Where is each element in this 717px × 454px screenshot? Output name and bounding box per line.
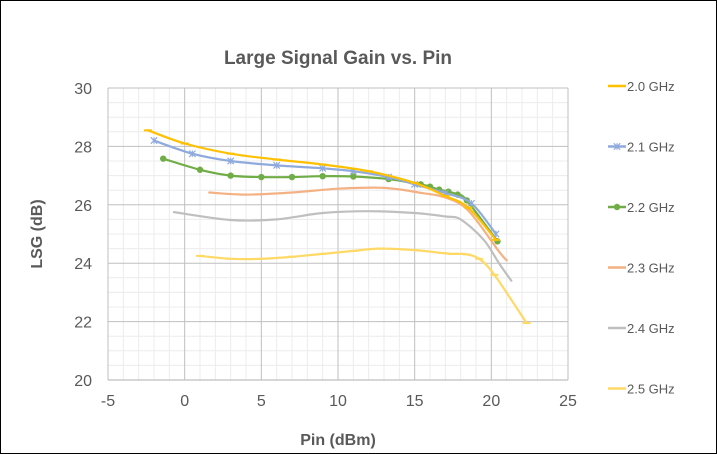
- data-point: [227, 172, 234, 179]
- data-point: [160, 155, 167, 162]
- y-tick-label: 20: [74, 373, 92, 390]
- data-point: [288, 173, 296, 181]
- x-axis-label: Pin (dBm): [300, 432, 376, 449]
- data-point: [227, 157, 235, 165]
- y-tick-label: 30: [74, 81, 92, 98]
- legend-item: 2.1 GHz: [608, 140, 675, 155]
- x-tick-label: 10: [329, 393, 347, 410]
- legend-label: 2.3 GHz: [627, 261, 675, 276]
- x-tick-label: -5: [101, 393, 115, 410]
- legend-label: 2.5 GHz: [627, 382, 675, 397]
- x-tick-label: 0: [180, 393, 189, 410]
- legend-item: 2.3 GHz: [608, 261, 675, 276]
- y-tick-label: 24: [74, 256, 92, 273]
- y-tick-label: 26: [74, 198, 92, 215]
- series-2-1-ghz: [150, 136, 500, 238]
- data-point: [613, 142, 621, 151]
- series-line: [146, 129, 497, 241]
- legend-label: 2.0 GHz: [627, 79, 675, 94]
- legend-item: 2.0 GHz: [608, 79, 675, 94]
- series-2-3-ghz: [208, 186, 508, 262]
- y-tick-label: 28: [74, 139, 92, 156]
- legend: 2.0 GHz 2.1 GHz 2.2 GHz 2.3 GHz 2.4 GHz 2.5 G…: [608, 79, 675, 397]
- y-axis-label: LSG (dB): [29, 199, 46, 268]
- legend-item: 2.5 GHz: [608, 382, 675, 397]
- series-2-4-ghz: [172, 210, 513, 282]
- grid: [107, 87, 569, 381]
- series-2-5-ghz: [196, 247, 531, 325]
- legend-label: 2.1 GHz: [627, 140, 675, 155]
- legend-item: 2.4 GHz: [608, 321, 675, 336]
- legend-item: 2.2 GHz: [608, 200, 675, 215]
- data-point: [613, 203, 621, 211]
- data-point: [467, 199, 476, 207]
- series-line: [208, 186, 508, 262]
- data-point: [273, 161, 281, 170]
- data-point: [319, 172, 326, 180]
- data-point: [350, 173, 357, 180]
- series-2-0-ghz: [143, 129, 500, 241]
- x-tick-label: 20: [482, 393, 500, 410]
- chart-title: Large Signal Gain vs. Pin: [224, 48, 452, 69]
- x-tick-label: 15: [406, 393, 424, 410]
- legend-label: 2.4 GHz: [627, 321, 675, 336]
- series-line: [172, 210, 513, 282]
- data-point: [150, 136, 158, 145]
- series-line: [162, 157, 499, 243]
- x-tick-label: 25: [559, 393, 577, 410]
- data-point: [319, 164, 327, 172]
- tick-labels: -5 0 5 10 15 20 25 20 22 24 26 28 30: [74, 81, 577, 410]
- legend-label: 2.2 GHz: [627, 200, 675, 215]
- data-point: [196, 166, 204, 173]
- y-tick-label: 22: [74, 315, 92, 332]
- x-tick-label: 5: [257, 393, 266, 410]
- series-layer: [143, 129, 531, 325]
- data-point: [188, 150, 196, 158]
- data-point: [258, 173, 265, 181]
- series-line: [152, 139, 497, 236]
